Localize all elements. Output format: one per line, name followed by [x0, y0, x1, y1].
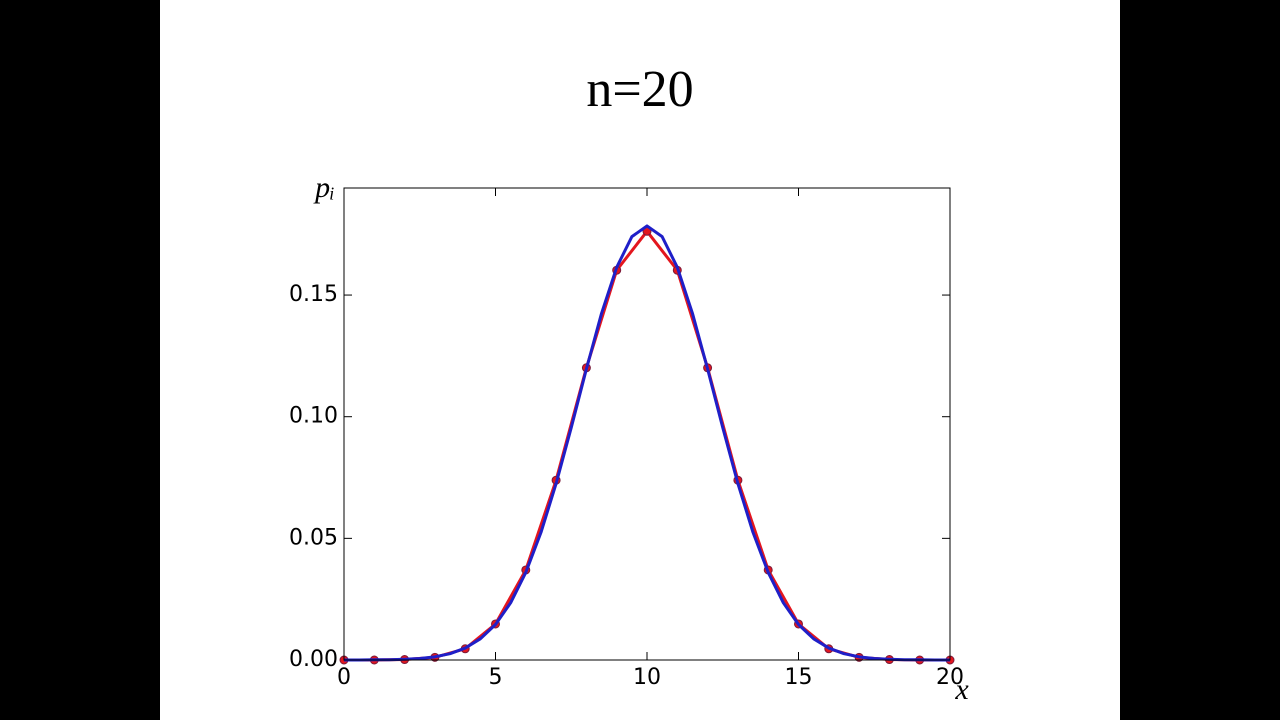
y-tick-label: 0.15	[289, 282, 338, 307]
series-line	[344, 224, 950, 662]
y-tick-label: 0.10	[289, 404, 338, 429]
x-tick-label: 10	[633, 665, 661, 690]
x-tick-label: 20	[936, 665, 964, 690]
x-tick-label: 0	[337, 665, 351, 690]
x-tick-label: 15	[785, 665, 813, 690]
x-tick-label: 5	[489, 665, 503, 690]
y-tick-label: 0.05	[289, 525, 338, 550]
y-axis-label: pᵢ	[313, 171, 335, 204]
chart-title: n=20	[586, 61, 693, 118]
y-tick-label: 0.00	[289, 647, 338, 672]
slide-background	[160, 0, 1120, 720]
plot-frame	[343, 187, 951, 661]
x-axis-label: x	[954, 673, 969, 706]
